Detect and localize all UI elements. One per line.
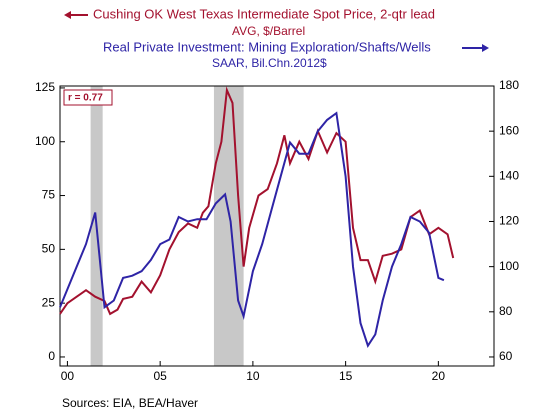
y2-tick-label: 180 xyxy=(499,78,519,92)
recession-band xyxy=(213,86,244,366)
y2-tick-label: 160 xyxy=(499,123,519,137)
plot-frame xyxy=(59,85,495,367)
legend-red-units: AVG, $/Barrel xyxy=(232,24,305,38)
annotation: r = 0.77 xyxy=(68,93,103,104)
x-tick-label: 10 xyxy=(246,369,260,383)
legend-arrows xyxy=(64,11,489,52)
y-tick-label: 125 xyxy=(35,80,55,94)
y2-tick-label: 120 xyxy=(499,214,519,228)
legend-red: Cushing OK West Texas Intermediate Spot … xyxy=(93,6,435,21)
y2-tick-label: 140 xyxy=(499,168,519,182)
y-tick-label: 50 xyxy=(42,242,56,256)
y-tick-label: 100 xyxy=(35,134,55,148)
x-tick-label: 15 xyxy=(339,369,353,383)
x-tick-label: 05 xyxy=(153,369,167,383)
x-tick-label: 20 xyxy=(432,369,446,383)
y2-tick-label: 60 xyxy=(499,349,513,363)
y-tick-label: 75 xyxy=(42,188,56,202)
y-tick-label: 0 xyxy=(48,349,55,363)
y2-tick-label: 100 xyxy=(499,259,519,273)
legend-blue: Real Private Investment: Mining Explorat… xyxy=(103,39,431,54)
x-tick-label: 00 xyxy=(61,369,75,383)
y2-tick-label: 80 xyxy=(499,304,513,318)
series-line xyxy=(59,111,445,348)
y-tick-label: 25 xyxy=(42,295,56,309)
series-line xyxy=(59,86,455,316)
annotation-box xyxy=(63,89,113,106)
legend-blue-units: SAAR, Bil.Chn.2012$ xyxy=(212,56,327,70)
source: Sources: EIA, BEA/Haver xyxy=(62,396,198,410)
